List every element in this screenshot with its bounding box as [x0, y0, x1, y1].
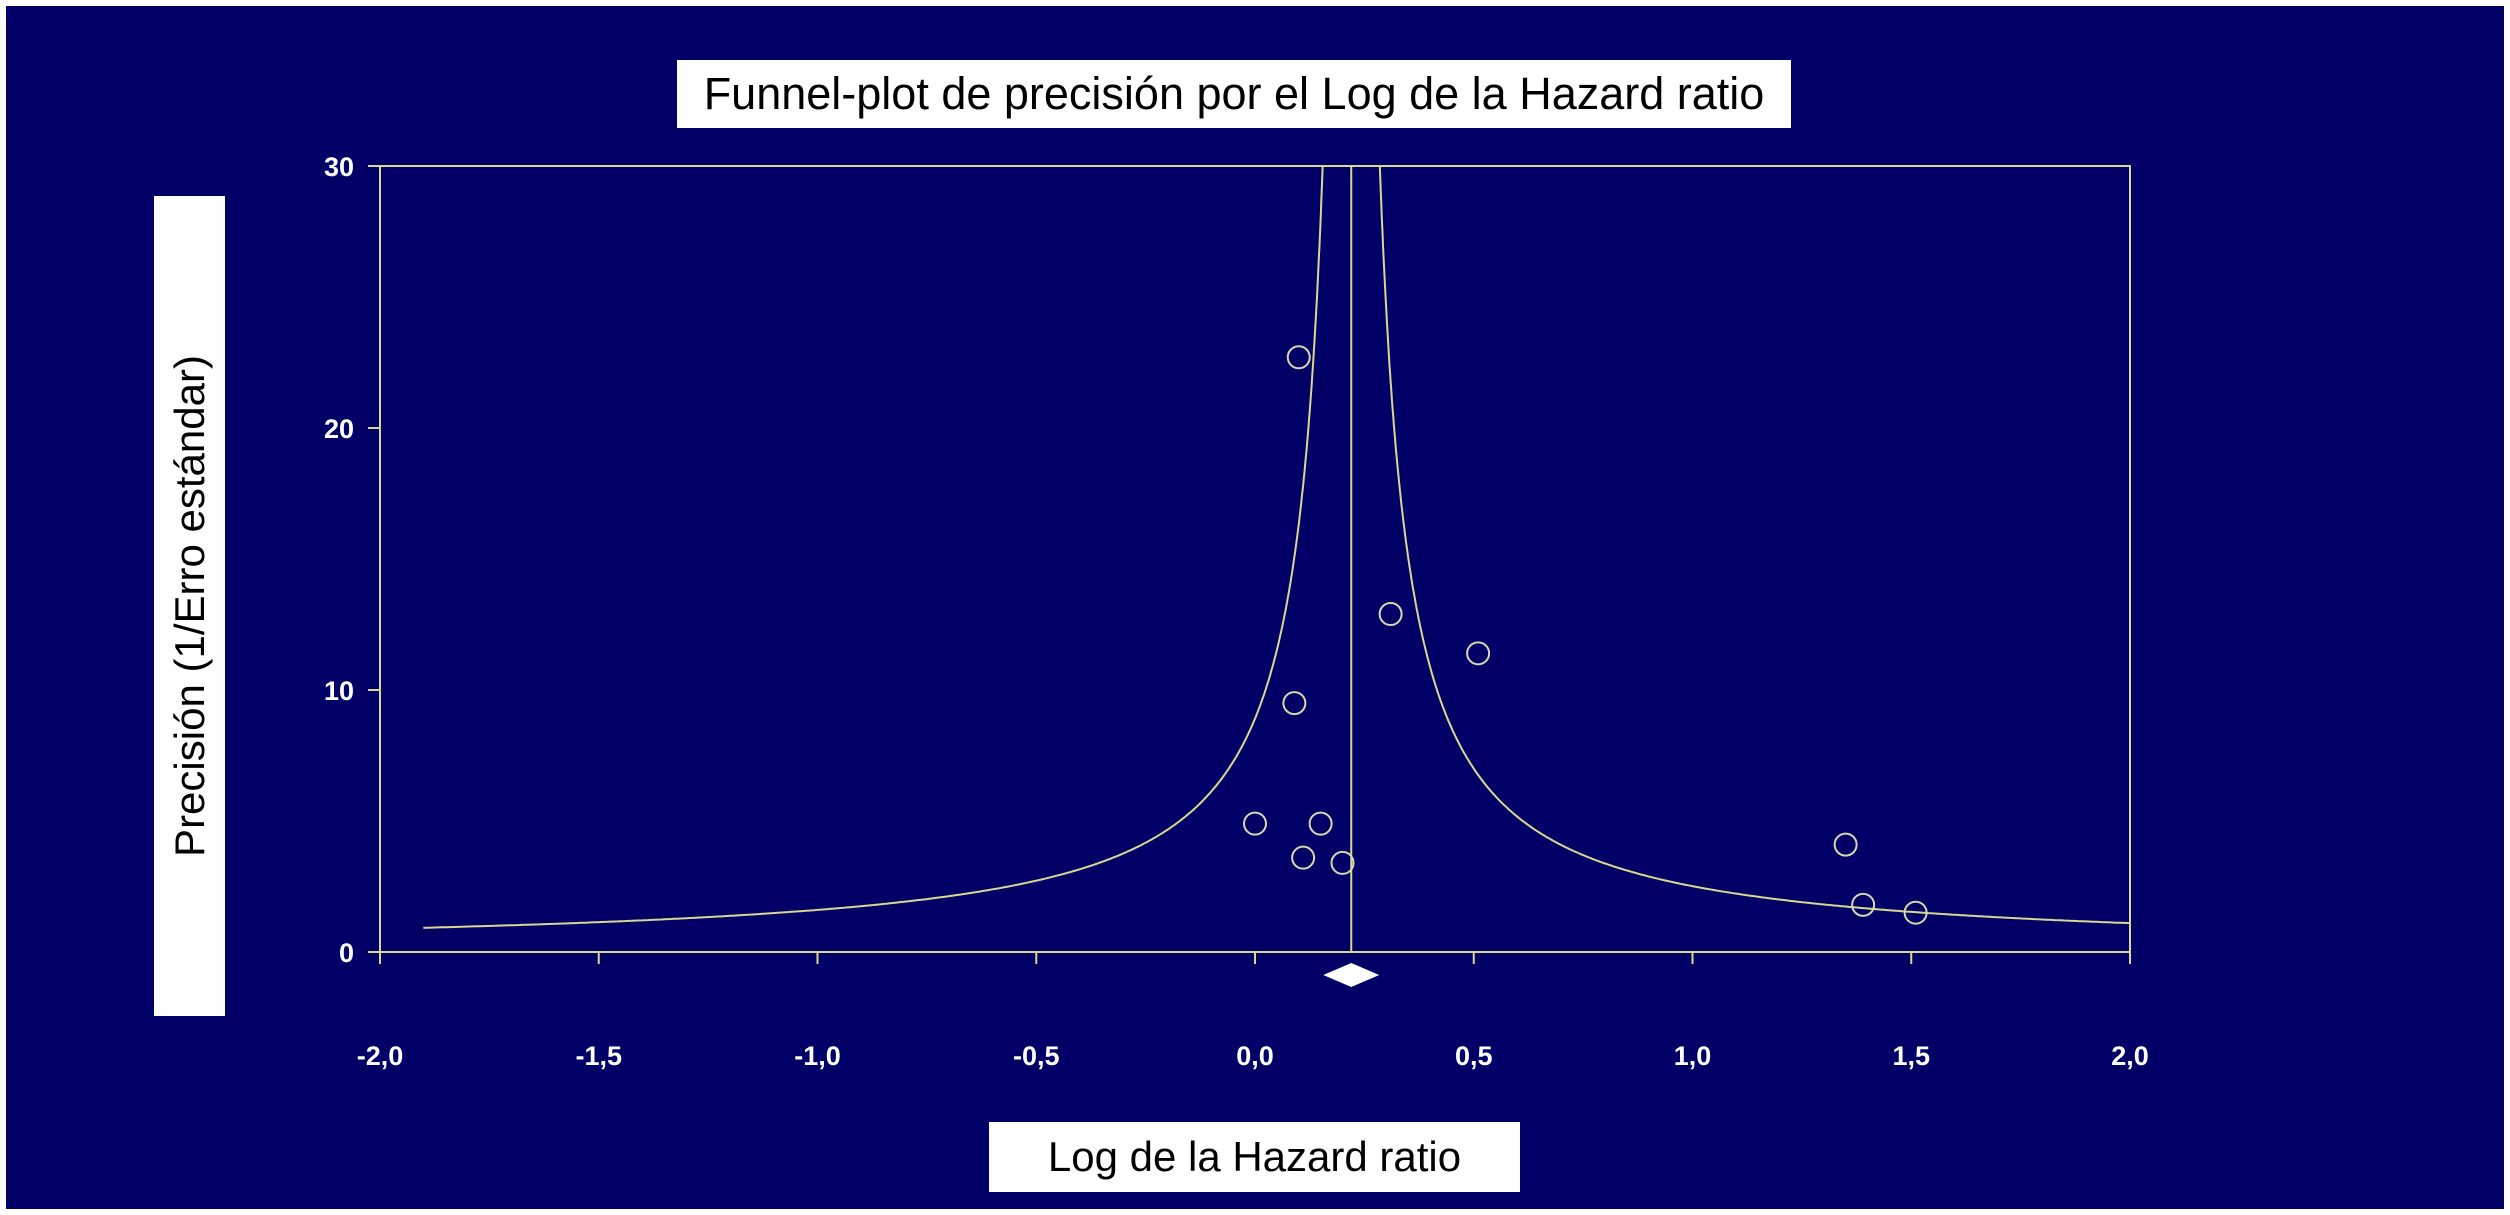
x-axis-label-box: Log de la Hazard ratio: [989, 1122, 1520, 1192]
x-axis-label: Log de la Hazard ratio: [1047, 1133, 1462, 1180]
data-point: [1282, 691, 1307, 716]
data-point: [1330, 850, 1355, 875]
data-point: [1466, 641, 1491, 666]
chart-title-box: Funnel-plot de precisión por el Log de l…: [677, 60, 1791, 128]
data-point: [1243, 811, 1267, 836]
y-tick-label: 10: [324, 676, 354, 706]
data-point: [1291, 845, 1316, 870]
funnel-group: [423, 166, 2130, 929]
data-point: [1308, 811, 1333, 836]
x-tick-label: 0,0: [1236, 1041, 1274, 1071]
x-tick-label: 0,5: [1455, 1041, 1493, 1071]
funnel-left-limit: [423, 166, 1324, 929]
x-tick-label: 1,0: [1674, 1041, 1712, 1071]
x-tick-label: -2,0: [357, 1041, 404, 1071]
y-tick-label: 0: [339, 938, 354, 968]
funnel-right-limit: [1378, 166, 2130, 925]
x-tick-label: -1,5: [575, 1041, 622, 1071]
y-axis-label: Precisión (1/Erro estándar): [165, 355, 213, 857]
data-point: [1851, 892, 1876, 917]
x-tick-label: 1,5: [1892, 1041, 1930, 1071]
data-point: [1378, 602, 1403, 627]
y-axis-label-box: Precisión (1/Erro estándar): [154, 196, 225, 1016]
y-tick-label: 20: [324, 414, 354, 444]
x-tick-label: -1,0: [794, 1041, 841, 1071]
y-tick-label: 30: [324, 152, 354, 182]
data-point: [1833, 832, 1858, 857]
chart-title: Funnel-plot de precisión por el Log de l…: [703, 68, 1765, 119]
data-point: [1903, 900, 1928, 925]
x-tick-label: -0,5: [1013, 1041, 1060, 1071]
data-point: [1286, 345, 1311, 370]
x-tick-label: 2,0: [2111, 1041, 2149, 1071]
pooled-estimate-diamond: [1323, 963, 1380, 987]
